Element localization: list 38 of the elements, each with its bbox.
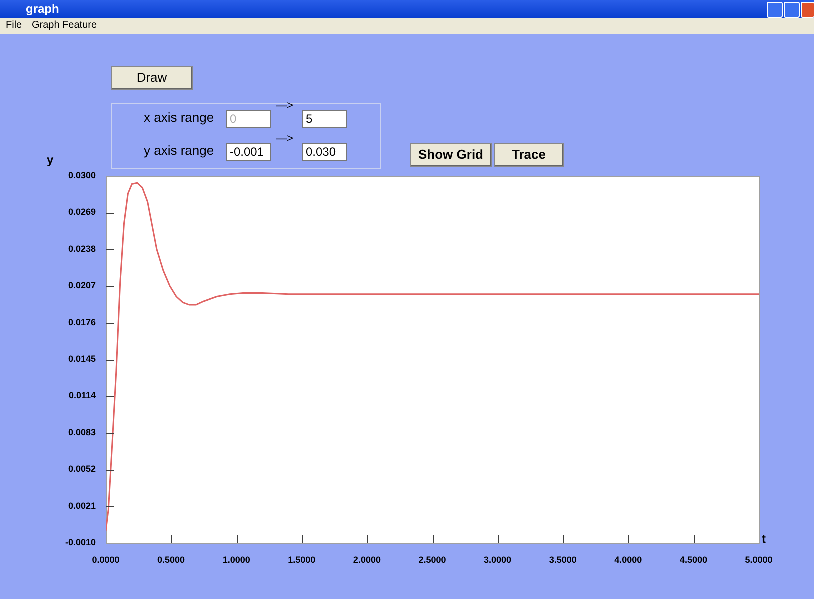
x-tick-label: 0.5000	[158, 554, 186, 565]
text: Draw	[111, 66, 193, 90]
x-axis-title: t	[762, 532, 766, 546]
text: Trace	[494, 143, 564, 167]
text: File	[6, 19, 22, 33]
y-tick-label: 0.0176	[68, 317, 96, 328]
chart-title: graph	[0, 0, 814, 18]
y-tick-label: 0.0052	[68, 464, 96, 474]
y-tick-label: 0.0021	[68, 500, 96, 511]
text: x axis range	[144, 110, 214, 125]
text: y axis range	[144, 143, 214, 158]
y-tick-label: 0.0300	[68, 170, 96, 180]
text: Graph Feature	[32, 19, 98, 33]
x-tick-label: 0.0000	[92, 554, 120, 565]
x-tick-label: 4.0000	[614, 554, 642, 565]
x-tick-label: 1.0000	[222, 554, 250, 565]
x-tick-label: 2.5000	[418, 554, 446, 565]
text: Show Grid	[410, 143, 492, 167]
y-tick-label: 0.0207	[68, 280, 96, 291]
y-axis-title: y	[47, 153, 54, 167]
text: -0.001	[226, 143, 271, 161]
x-tick-label: 5.0000	[745, 554, 773, 565]
text: —>	[276, 100, 294, 112]
text: 5	[302, 110, 347, 128]
y-tick-label: 0.0269	[68, 207, 96, 218]
text: 0	[226, 110, 271, 128]
text: —>	[276, 133, 294, 145]
text: 0.030	[302, 143, 347, 161]
x-tick-label: 3.5000	[549, 554, 577, 565]
x-tick-label: 2.0000	[353, 554, 381, 565]
x-tick-label: 4.5000	[680, 554, 708, 565]
x-tick-label: 3.0000	[484, 554, 512, 565]
y-tick-label: 0.0145	[68, 354, 96, 364]
x-tick-label: 1.5000	[288, 554, 316, 565]
y-tick-label: 0.0114	[68, 390, 96, 401]
y-tick-label: -0.0010	[65, 537, 96, 548]
y-tick-label: 0.0238	[68, 244, 96, 254]
y-tick-label: 0.0083	[68, 427, 96, 438]
